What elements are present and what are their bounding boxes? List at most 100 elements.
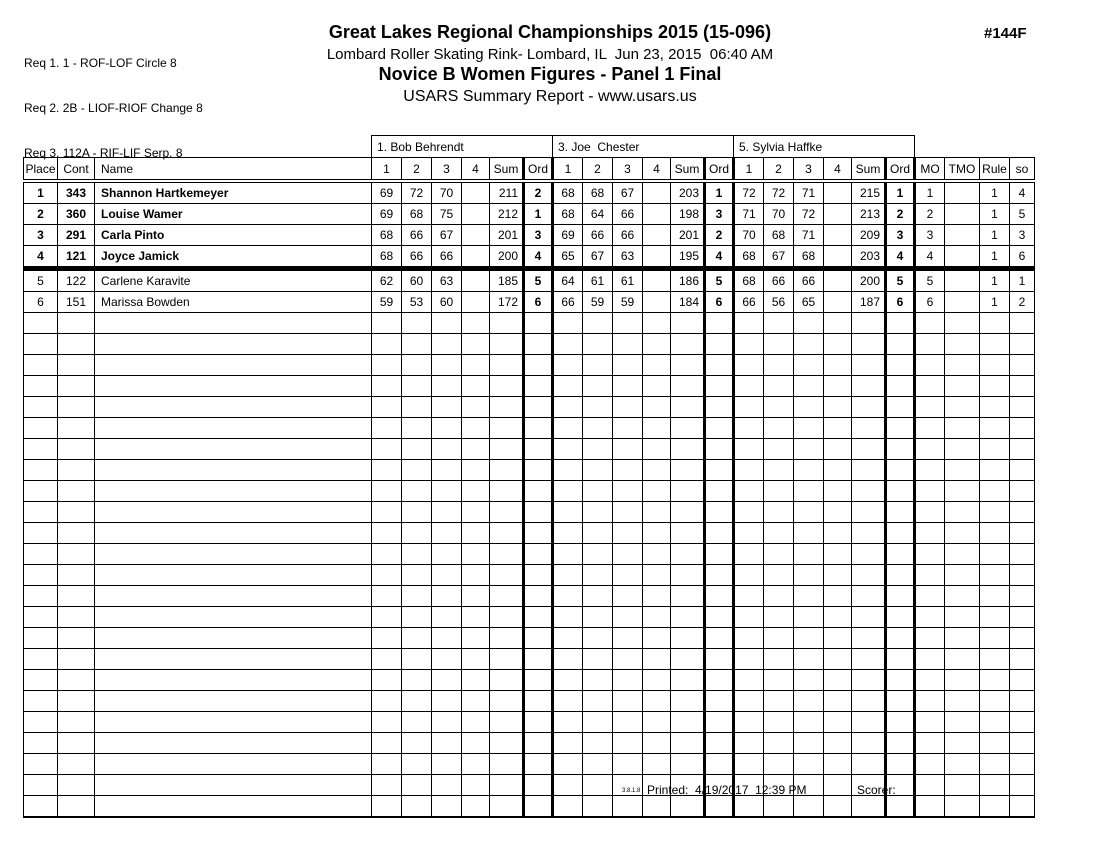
empty-cell: [57, 417, 95, 439]
empty-cell: [57, 774, 95, 796]
empty-cell: [851, 522, 886, 544]
empty-cell: [371, 690, 402, 712]
empty-cell: [979, 438, 1010, 460]
empty-cell: [670, 753, 705, 775]
empty-cell: [94, 795, 372, 818]
cell-score: [461, 291, 490, 313]
empty-cell: [763, 375, 794, 397]
empty-cell: [944, 375, 980, 397]
empty-cell: [23, 690, 58, 712]
empty-cell: [733, 417, 764, 439]
empty-cell: [823, 564, 852, 586]
empty-cell: [552, 333, 583, 355]
empty-cell: [522, 669, 554, 691]
cell-score: [461, 224, 490, 246]
empty-cell: [612, 375, 643, 397]
empty-cell: [522, 606, 554, 628]
empty-cell: [1009, 774, 1035, 796]
cell-score: 75: [431, 203, 462, 225]
empty-cell: [793, 438, 824, 460]
empty-cell: [703, 564, 735, 586]
empty-cell: [823, 438, 852, 460]
empty-cell: [884, 459, 916, 481]
empty-cell: [914, 648, 945, 670]
empty-cell: [642, 627, 671, 649]
empty-cell: [489, 354, 524, 376]
empty-cell: [851, 417, 886, 439]
empty-cell: [552, 312, 583, 334]
empty-cell: [763, 459, 794, 481]
empty-row: [23, 732, 1035, 754]
empty-cell: [944, 333, 980, 355]
empty-cell: [914, 564, 945, 586]
empty-cell: [703, 333, 735, 355]
empty-cell: [944, 438, 980, 460]
empty-cell: [703, 501, 735, 523]
empty-cell: [884, 774, 916, 796]
empty-cell: [642, 585, 671, 607]
empty-cell: [57, 333, 95, 355]
empty-cell: [489, 543, 524, 565]
empty-cell: [733, 795, 764, 818]
cell-sum: 185: [489, 266, 524, 292]
empty-cell: [703, 753, 735, 775]
empty-row: [23, 312, 1035, 334]
empty-cell: [57, 312, 95, 334]
cell-score: [642, 180, 671, 204]
cell-score: 70: [763, 203, 794, 225]
empty-cell: [979, 375, 1010, 397]
empty-cell: [851, 711, 886, 733]
empty-cell: [642, 480, 671, 502]
empty-cell: [914, 375, 945, 397]
empty-cell: [851, 585, 886, 607]
cell-score: 67: [612, 180, 643, 204]
empty-cell: [944, 417, 980, 439]
empty-cell: [979, 648, 1010, 670]
cell-ordinal: 6: [703, 291, 735, 313]
column-header-mo: MO: [914, 157, 945, 183]
empty-cell: [823, 690, 852, 712]
empty-cell: [552, 459, 583, 481]
cell-ordinal: 3: [703, 203, 735, 225]
empty-cell: [733, 585, 764, 607]
empty-cell: [793, 564, 824, 586]
empty-cell: [763, 606, 794, 628]
empty-cell: [733, 543, 764, 565]
printed-value: 4/19/2017 12:39 PM: [695, 783, 807, 797]
cell-score: 66: [431, 245, 462, 269]
cell-score: 59: [582, 291, 613, 313]
cell-score: [461, 245, 490, 269]
empty-cell: [642, 438, 671, 460]
empty-cell: [763, 417, 794, 439]
empty-cell: [793, 459, 824, 481]
empty-cell: [703, 795, 735, 818]
empty-row: [23, 375, 1035, 397]
empty-cell: [552, 774, 583, 796]
empty-cell: [94, 522, 372, 544]
empty-cell: [733, 459, 764, 481]
empty-cell: [371, 669, 402, 691]
empty-cell: [23, 627, 58, 649]
empty-cell: [642, 375, 671, 397]
empty-cell: [401, 459, 432, 481]
results-table: 1. Bob Behrendt 3. Joe Chester 5. Sylvia H…: [23, 135, 1035, 818]
empty-cell: [670, 459, 705, 481]
empty-cell: [94, 501, 372, 523]
empty-cell: [670, 606, 705, 628]
empty-cell: [522, 312, 554, 334]
empty-cell: [371, 627, 402, 649]
empty-cell: [23, 732, 58, 754]
empty-cell: [612, 522, 643, 544]
empty-cell: [642, 732, 671, 754]
cell-score: [823, 245, 852, 269]
empty-cell: [884, 711, 916, 733]
empty-cell: [884, 333, 916, 355]
empty-cell: [642, 501, 671, 523]
empty-cell: [401, 480, 432, 502]
cell-skater-name: Carla Pinto: [94, 224, 372, 246]
empty-cell: [461, 711, 490, 733]
empty-cell: [489, 732, 524, 754]
empty-cell: [703, 354, 735, 376]
cell-place: 4: [23, 245, 58, 269]
cell-score: 64: [582, 203, 613, 225]
